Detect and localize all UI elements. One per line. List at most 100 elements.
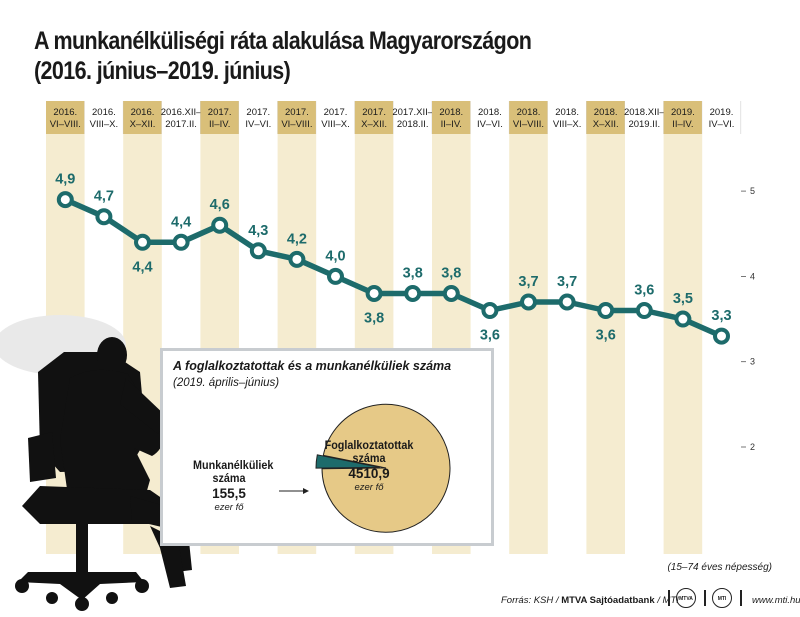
data-point: [713, 327, 730, 345]
period-header-label: 2017.: [362, 107, 386, 118]
data-point: [211, 216, 229, 234]
data-label: 4,2: [287, 231, 307, 247]
data-point: [365, 284, 383, 302]
period-header-cell: [316, 101, 355, 134]
inset-panel: A foglalkoztatottak és a munkanélküliek …: [160, 348, 494, 546]
unemployed-unit: ezer fő: [214, 502, 244, 513]
period-header-label: 2017.XII–: [392, 107, 433, 118]
period-header-cell: [161, 101, 201, 134]
data-point: [674, 310, 692, 328]
period-header-label: II–IV.: [672, 119, 693, 130]
column-band: [586, 134, 625, 554]
period-header-cell: [509, 101, 548, 134]
period-header-label: 2018.: [555, 107, 579, 118]
data-label: 3,8: [364, 310, 384, 326]
data-label: 4,7: [94, 189, 114, 205]
data-point: [558, 293, 576, 311]
period-header-label: IV–VI.: [245, 119, 271, 130]
unemployed-label: Munkanélküliek száma 155,5 ezer fő: [179, 459, 279, 514]
period-header-cell: [277, 101, 317, 134]
data-point: [134, 233, 151, 251]
source-bold: MTVA Sajtóadatbank: [561, 595, 655, 606]
period-header-cell: [123, 101, 162, 134]
period-header-label: 2017.II.: [165, 119, 197, 130]
period-header-label: X–XII.: [593, 119, 619, 130]
separator: [668, 590, 670, 606]
source-credit: Forrás: KSH / MTVA Sajtóadatbank / MTI: [501, 595, 679, 606]
data-point: [172, 233, 190, 251]
y-tick-label: 3: [750, 357, 755, 367]
y-axis-ticks: 2 3 4 5: [741, 186, 755, 452]
employed-label: Foglalkoztatottak száma 4510,9 ezer fő: [319, 439, 419, 494]
employed-value: 4510,9: [348, 466, 390, 481]
period-header-cell: [663, 101, 703, 134]
period-header-label: 2018.II.: [397, 119, 429, 130]
data-point: [95, 208, 113, 226]
separator: [704, 590, 706, 606]
period-header-label: 2018.: [594, 107, 618, 118]
period-header-label: 2017.: [246, 107, 270, 118]
period-header-label: 2016.: [131, 107, 155, 118]
data-point: [481, 302, 499, 320]
period-header-cell: [354, 101, 394, 134]
period-header-label: VI–VIII.: [50, 119, 81, 130]
period-header-cell: [547, 101, 587, 134]
data-label: 3,3: [711, 308, 731, 324]
period-header-label: VI–VIII.: [513, 119, 544, 130]
data-label: 4,6: [210, 197, 230, 213]
period-header-cell: [470, 101, 510, 134]
data-label: 4,4: [171, 214, 191, 230]
data-point: [597, 302, 615, 320]
pie-slice-unemployed: [315, 454, 381, 469]
period-header-cell: [625, 101, 664, 134]
data-label: 4,4: [132, 259, 152, 275]
data-label: 3,6: [596, 328, 616, 344]
period-header-label: VIII–X.: [553, 119, 582, 130]
data-point: [56, 191, 74, 209]
period-header-label: VIII–X.: [321, 119, 350, 130]
y-tick-label: 4: [750, 271, 755, 281]
data-point: [404, 284, 422, 302]
period-header-label: 2016.: [53, 107, 77, 118]
column-band: [509, 134, 548, 554]
period-header-cell: [586, 101, 625, 134]
column-band: [663, 134, 703, 554]
period-header-label: VIII–X.: [90, 119, 119, 130]
y-tick-label: 5: [750, 186, 755, 196]
period-header-label: II–IV.: [209, 119, 230, 130]
source-prefix: Forrás: KSH /: [501, 595, 562, 606]
period-header-cell: [393, 101, 432, 134]
chart-title: A munkanélküliségi ráta alakulása Magyar…: [34, 26, 532, 86]
period-header-label: 2016.: [92, 107, 116, 118]
unemployed-value: 155,5: [212, 486, 246, 501]
period-header-cell: [702, 101, 741, 134]
period-header-label: 2018.: [517, 107, 541, 118]
period-header-label: IV–VI.: [709, 119, 735, 130]
period-headers: 2016.VI–VIII.2016.VIII–X.2016.X–XII.2016…: [46, 101, 742, 134]
period-header-label: 2019.II.: [628, 119, 660, 130]
period-header-label: 2017.: [208, 107, 232, 118]
inset-subtitle: (2019. április–június): [173, 377, 280, 389]
data-point: [327, 267, 344, 285]
population-footnote: (15–74 éves népesség): [667, 562, 772, 573]
period-header-label: 2018.: [439, 107, 463, 118]
period-header-label: 2019.: [710, 107, 734, 118]
period-header-cell: [239, 101, 278, 134]
website-url: www.mti.hu: [752, 595, 800, 606]
period-header-label: VI–VIII.: [281, 119, 312, 130]
data-point: [520, 293, 537, 311]
data-label: 4,9: [55, 172, 75, 188]
data-point: [288, 250, 306, 268]
pie-chart: [279, 403, 451, 533]
period-header-label: 2017.: [324, 107, 348, 118]
data-label: 3,6: [480, 328, 500, 344]
period-header-cell: [46, 101, 85, 134]
mti-logo: MTI: [712, 588, 732, 608]
data-label: 4,3: [248, 223, 268, 239]
data-label: 3,5: [673, 291, 693, 307]
period-header-cell: [432, 101, 471, 134]
chart-title-line1: A munkanélküliségi ráta alakulása Magyar…: [34, 27, 532, 55]
period-header-label: 2017.: [285, 107, 309, 118]
separator: [740, 590, 742, 606]
period-header-label: 2019.: [671, 107, 695, 118]
